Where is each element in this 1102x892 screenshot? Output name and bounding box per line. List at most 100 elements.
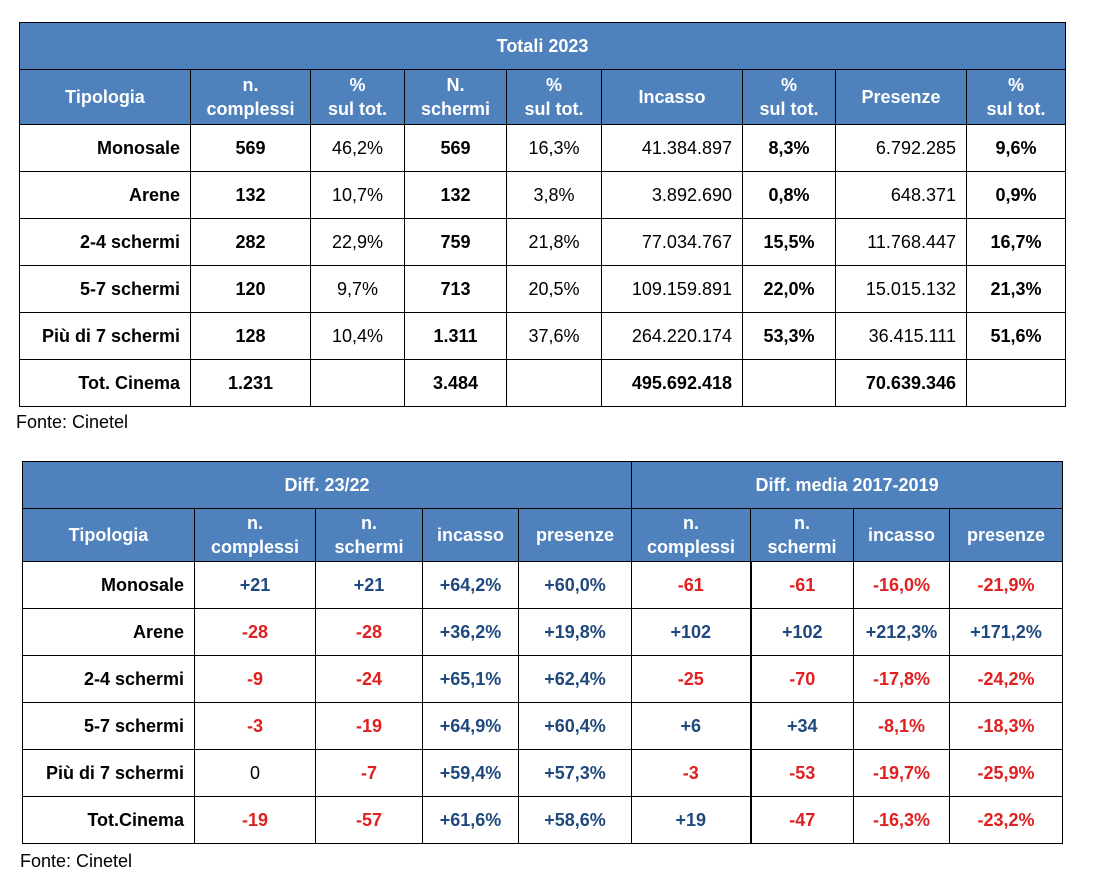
table-cell: 3.892.690 <box>601 171 743 219</box>
table-cell: -61 <box>749 561 855 609</box>
table-cell <box>506 359 602 407</box>
table-cell: 3,8% <box>506 171 602 219</box>
column-header: n. schermi <box>750 508 855 562</box>
table-cell <box>310 359 405 407</box>
row-label: 2-4 schermi <box>19 218 191 266</box>
table-cell: +21 <box>194 561 316 609</box>
table-cell: 264.220.174 <box>601 312 743 360</box>
differenze-table: Diff. 23/22 Diff. media 2017-2019 Tipolo… <box>21 461 1064 844</box>
table-cell: 9,6% <box>965 124 1067 172</box>
table-row: 2-4 schermi 282 22,9% 759 21,8% 77.034.767 15,… <box>19 218 1067 266</box>
column-header: n. complessi <box>190 69 311 125</box>
table-cell: 109.159.891 <box>601 265 743 313</box>
table-cell: 10,7% <box>310 171 405 219</box>
table-cell: +34 <box>749 702 855 750</box>
table-cell: 648.371 <box>835 171 967 219</box>
column-header: Incasso <box>601 69 743 125</box>
table-cell: +62,4% <box>517 655 633 703</box>
table-cell <box>742 359 836 407</box>
table-row: Monosale +21 +21 +64,2% +60,0% -61 -61 -16,0% -2… <box>22 561 1064 609</box>
table-cell: -16,3% <box>853 796 951 844</box>
row-label: Arene <box>22 608 195 656</box>
row-label: Monosale <box>22 561 195 609</box>
table-cell: 20,5% <box>506 265 602 313</box>
table-cell: 0,8% <box>742 171 836 219</box>
table-cell: 77.034.767 <box>601 218 743 266</box>
table-cell: 713 <box>404 265 507 313</box>
table-cell: 70.639.346 <box>835 359 967 407</box>
table-cell: -28 <box>194 608 316 656</box>
group-diff-media-2017-2019: Diff. media 2017-2019 <box>631 461 1064 509</box>
table-cell: +171,2% <box>949 608 1064 656</box>
column-header: incasso <box>422 508 519 562</box>
table-cell: -21,9% <box>949 561 1064 609</box>
table-cell: +19,8% <box>517 608 633 656</box>
table-cell: -9 <box>194 655 316 703</box>
table-row: Tot. Cinema 1.231 3.484 495.692.418 70.639.3… <box>19 359 1067 407</box>
table-cell: 569 <box>404 124 507 172</box>
table-cell: 132 <box>190 171 311 219</box>
row-label: Più di 7 schermi <box>19 312 191 360</box>
table-cell: -47 <box>749 796 855 844</box>
row-label: Più di 7 schermi <box>22 749 195 797</box>
table-cell: 6.792.285 <box>835 124 967 172</box>
table-cell: 15.015.132 <box>835 265 967 313</box>
table-cell: -3 <box>631 749 752 797</box>
table-cell: 9,7% <box>310 265 405 313</box>
table-cell: -53 <box>749 749 855 797</box>
table-cell: 120 <box>190 265 311 313</box>
column-header: presenze <box>949 508 1064 562</box>
column-header: Tipologia <box>22 508 195 562</box>
table-cell: 22,9% <box>310 218 405 266</box>
table-cell: -19 <box>315 702 423 750</box>
table-cell: -57 <box>315 796 423 844</box>
table-cell: +21 <box>315 561 423 609</box>
table-cell: 759 <box>404 218 507 266</box>
table-cell: 3.484 <box>404 359 507 407</box>
table-row: 5-7 schermi -3 -19 +64,9% +60,4% +6 +34 -8,1% -1… <box>22 702 1064 750</box>
table2-source: Fonte: Cinetel <box>20 851 133 871</box>
column-header: presenze <box>517 508 633 562</box>
table-cell: 16,7% <box>965 218 1067 266</box>
table-cell: 1.231 <box>190 359 311 407</box>
table-cell: 36.415.111 <box>835 312 967 360</box>
table-cell: +58,6% <box>517 796 633 844</box>
table-row: Monosale 569 46,2% 569 16,3% 41.384.897 8,3% 6.… <box>19 124 1067 172</box>
table-cell: -28 <box>315 608 423 656</box>
table-cell: -25 <box>631 655 752 703</box>
group-diff-23-22: Diff. 23/22 <box>21 461 633 509</box>
table-cell: -16,0% <box>853 561 951 609</box>
table-cell: +64,2% <box>422 561 519 609</box>
table-cell: -25,9% <box>949 749 1064 797</box>
table-cell: +102 <box>749 608 855 656</box>
table-cell: -8,1% <box>853 702 951 750</box>
row-label: 5-7 schermi <box>22 702 195 750</box>
table-cell: 22,0% <box>742 265 836 313</box>
table-cell: 132 <box>404 171 507 219</box>
table1-source: Fonte: Cinetel <box>16 412 129 432</box>
table-cell: 51,6% <box>965 312 1067 360</box>
table-cell: -19 <box>194 796 316 844</box>
table-cell: 128 <box>190 312 311 360</box>
table-cell: 46,2% <box>310 124 405 172</box>
table-cell: +61,6% <box>422 796 519 844</box>
table-cell: 21,8% <box>506 218 602 266</box>
table-cell: 16,3% <box>506 124 602 172</box>
table-cell: 21,3% <box>965 265 1067 313</box>
table-cell: -70 <box>749 655 855 703</box>
table-cell: +65,1% <box>422 655 519 703</box>
table-cell: +102 <box>631 608 752 656</box>
table-cell: 53,3% <box>742 312 836 360</box>
table-cell: -24 <box>315 655 423 703</box>
table-cell: 0 <box>194 749 316 797</box>
column-header: n. complessi <box>631 508 752 562</box>
table-cell: +57,3% <box>517 749 633 797</box>
column-header: Tipologia <box>19 69 191 125</box>
row-label: Monosale <box>19 124 191 172</box>
table-cell: -3 <box>194 702 316 750</box>
table-cell: 282 <box>190 218 311 266</box>
table-cell: +19 <box>631 796 752 844</box>
table-cell: -24,2% <box>949 655 1064 703</box>
table-cell: -17,8% <box>853 655 951 703</box>
column-header: % sul tot. <box>506 69 602 125</box>
